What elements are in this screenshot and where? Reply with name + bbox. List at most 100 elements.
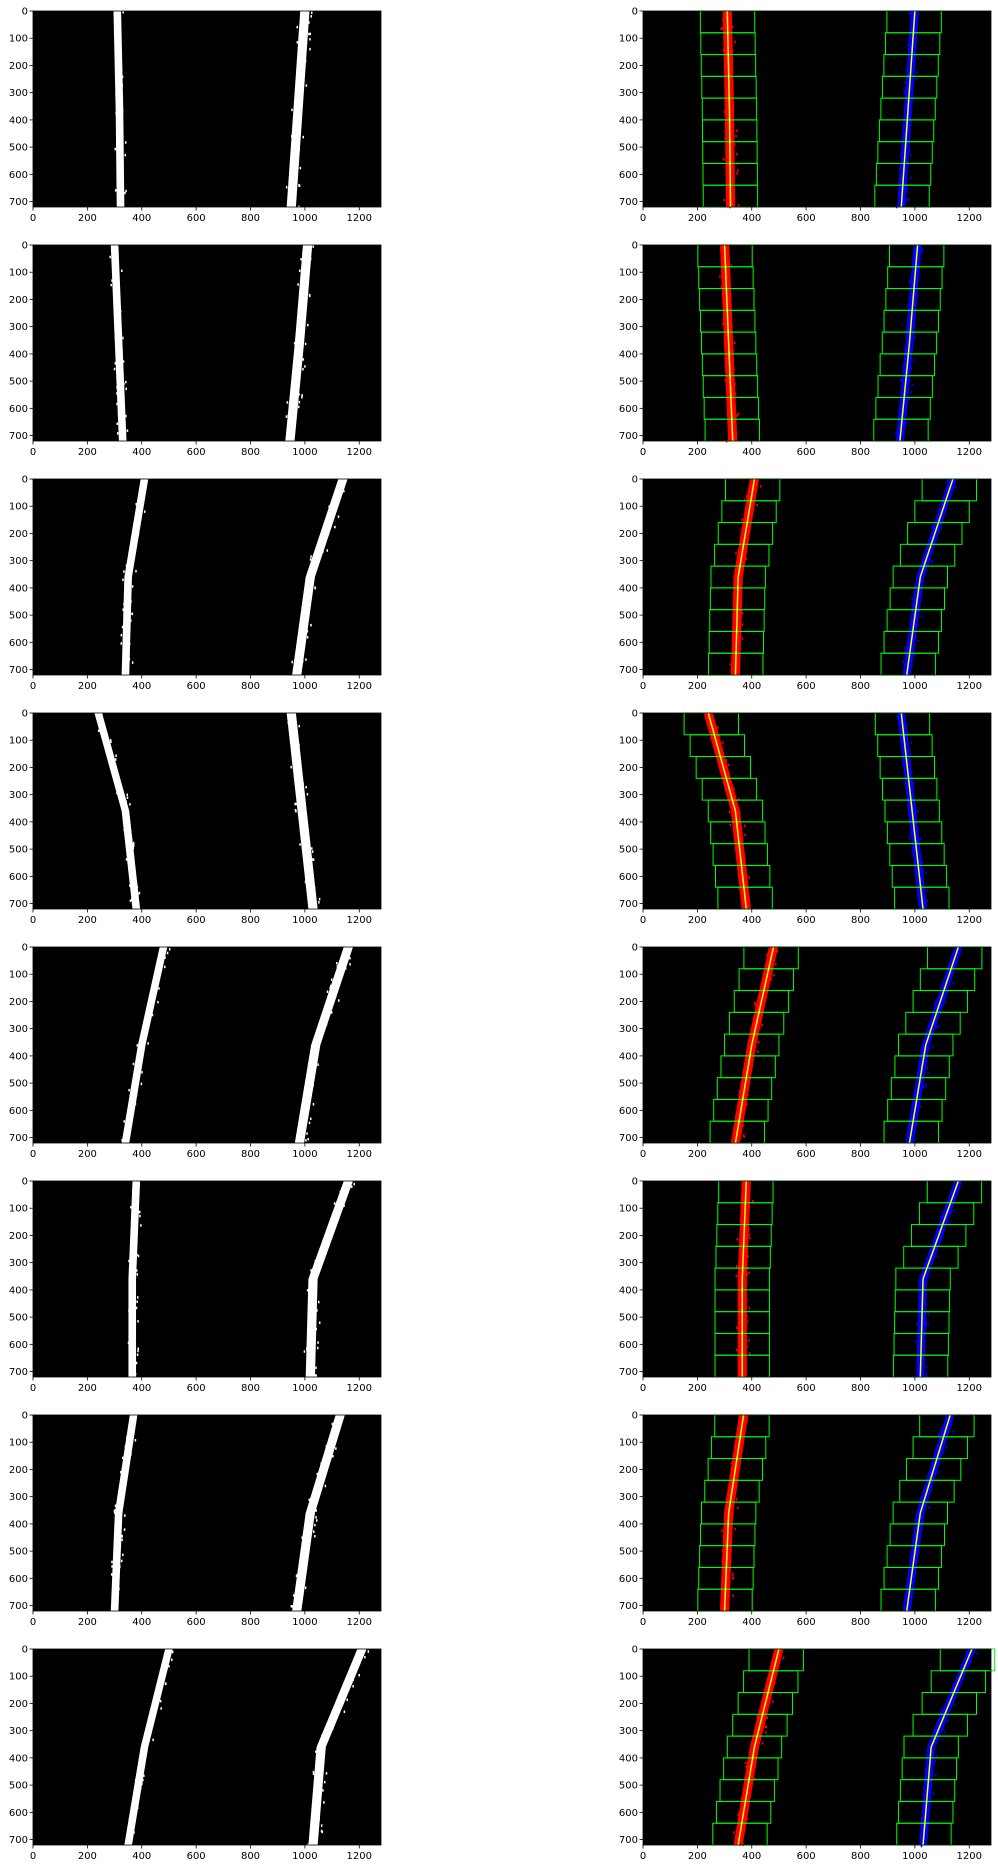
- binary-right-lane-speck: [319, 1260, 321, 1263]
- binary-left-lane-speck: [116, 1500, 119, 1503]
- x-tick-label: 1200: [957, 1617, 982, 1628]
- right-lane-pixels-speck: [925, 1799, 927, 1802]
- right-lane-pixels-speck: [921, 877, 924, 881]
- x-tick-label: 400: [742, 915, 761, 926]
- y-tick-label: 300: [9, 1726, 28, 1737]
- binary-right-lane-speck: [318, 1321, 321, 1324]
- left-lane-pixels-speck: [748, 904, 750, 908]
- binary-right-lane-speck: [305, 1562, 307, 1566]
- right-lane-pixels-speck: [901, 394, 904, 397]
- right-lane-pixels-speck: [917, 611, 919, 614]
- right-lane-pixels-speck: [909, 1131, 912, 1135]
- right-lane-pixels-speck: [925, 1823, 927, 1826]
- x-tick-label: 800: [241, 1149, 260, 1160]
- binary-left-lane-speck: [147, 1014, 149, 1018]
- left-lane-pixels-speck: [744, 498, 746, 502]
- binary-left-lane-speck: [116, 94, 119, 98]
- binary-right-lane-speck: [287, 206, 289, 209]
- left-lane-pixels-speck: [724, 788, 727, 791]
- binary-right-lane-speck: [334, 995, 337, 998]
- binary-right-lane-speck: [298, 400, 301, 404]
- binary-left-lane-speck: [140, 1224, 142, 1227]
- right-lane-pixels-speck: [933, 1469, 936, 1473]
- binary-left-lane-speck: [126, 615, 128, 619]
- binary-left-lane-speck: [130, 600, 132, 603]
- binary-right-lane-speck: [336, 965, 339, 968]
- right-lane-pixels-speck: [933, 1003, 936, 1006]
- right-lane-pixels-speck: [937, 528, 940, 532]
- right-lane-pixels-speck: [937, 1719, 940, 1723]
- x-tick-label: 600: [797, 681, 816, 692]
- binary-right-lane-speck: [290, 765, 292, 769]
- left-lane-pixels-speck: [741, 1827, 744, 1830]
- right-lane-pixels-speck: [905, 1584, 908, 1588]
- right-lane-pixels-speck: [946, 1719, 949, 1723]
- binary-left-lane-speck: [123, 1120, 125, 1123]
- right-lane-pixels-speck: [916, 1123, 919, 1126]
- left-lane-pixels-speck: [721, 268, 723, 272]
- binary-left-lane-speck: [117, 75, 119, 79]
- left-lane-pixels-speck: [734, 1527, 737, 1531]
- left-lane-pixels-speck: [728, 810, 731, 814]
- x-tick-label: 200: [78, 447, 97, 458]
- binary-right-lane-speck: [299, 121, 302, 125]
- right-lane-pixels-speck: [942, 1234, 944, 1237]
- left-lane-pixels-speck: [761, 1023, 763, 1027]
- right-lane-pixels-speck: [945, 991, 948, 995]
- fit-panel-1: 0 200 400 600 800 1000 1200 0 100 200 300 400 500 600…: [619, 7, 992, 224]
- left-lane-pixels-speck: [759, 1014, 761, 1018]
- right-lane-pixels-speck: [905, 88, 907, 91]
- binary-left-lane-speck: [121, 625, 124, 629]
- x-tick-label: 400: [132, 1383, 151, 1394]
- binary-right-lane-speck: [341, 485, 344, 489]
- binary-right-lane-speck: [310, 1331, 313, 1335]
- left-lane-pixels-speck: [740, 843, 743, 846]
- binary-right-lane-speck: [300, 258, 302, 261]
- left-lane-pixels-speck: [746, 1345, 748, 1349]
- binary-left-lane-speck: [159, 1692, 161, 1696]
- left-lane-pixels-speck: [729, 52, 732, 55]
- right-lane-pixels-speck: [936, 1006, 938, 1010]
- left-lane-pixels-speck: [770, 977, 773, 981]
- binary-right-lane-speck: [298, 774, 301, 778]
- binary-right-lane-speck: [336, 1419, 338, 1422]
- x-tick-label: 0: [30, 447, 36, 458]
- binary-left-lane-speck: [142, 1778, 144, 1782]
- y-tick-label: 500: [619, 1079, 638, 1090]
- binary-left-lane-speck: [164, 1682, 167, 1685]
- binary-right-lane-speck: [309, 558, 312, 561]
- binary-left-lane-speck: [136, 1804, 138, 1808]
- axes-frame: [642, 946, 992, 1144]
- binary-left-lane-speck: [137, 1059, 140, 1063]
- binary-left-lane-speck: [130, 1301, 132, 1304]
- right-lane-pixels-speck: [915, 885, 918, 888]
- left-lane-pixels-speck: [752, 479, 754, 483]
- x-tick-label: 0: [640, 1149, 646, 1160]
- right-lane-pixels-speck: [956, 959, 959, 962]
- binary-left-lane-speck: [140, 504, 142, 507]
- binary-left-lane-speck: [160, 1707, 162, 1710]
- binary-left-lane-speck: [117, 413, 120, 416]
- left-lane-pixels-speck: [724, 98, 726, 102]
- binary-left-lane-speck: [137, 892, 139, 896]
- binary-right-lane-speck: [302, 135, 304, 139]
- binary-left-lane-speck: [110, 283, 112, 287]
- binary-right-lane-speck: [308, 864, 310, 867]
- right-lane-pixels-speck: [948, 480, 951, 484]
- binary-left-lane-speck: [145, 1024, 147, 1027]
- right-fit-line: [908, 946, 960, 1144]
- left-lane-pixels-speck: [772, 1680, 774, 1683]
- image-background: [33, 947, 381, 1143]
- y-tick-label: 500: [9, 1781, 28, 1792]
- right-lane-pixels-speck: [913, 852, 916, 855]
- binary-left-lane-speck: [112, 260, 114, 263]
- binary-left-lane-speck: [119, 432, 122, 435]
- left-lane-pixels-speck: [727, 262, 729, 266]
- right-lane-pixels-speck: [935, 1773, 937, 1777]
- left-lane-pixels-speck: [721, 1529, 723, 1533]
- binary-left-lane-speck: [101, 713, 103, 716]
- right-lane-pixels-speck: [916, 1515, 919, 1518]
- binary-left-lane-speck: [133, 526, 135, 530]
- binary-right-lane-speck: [313, 1308, 315, 1312]
- x-tick-label: 200: [78, 1617, 97, 1628]
